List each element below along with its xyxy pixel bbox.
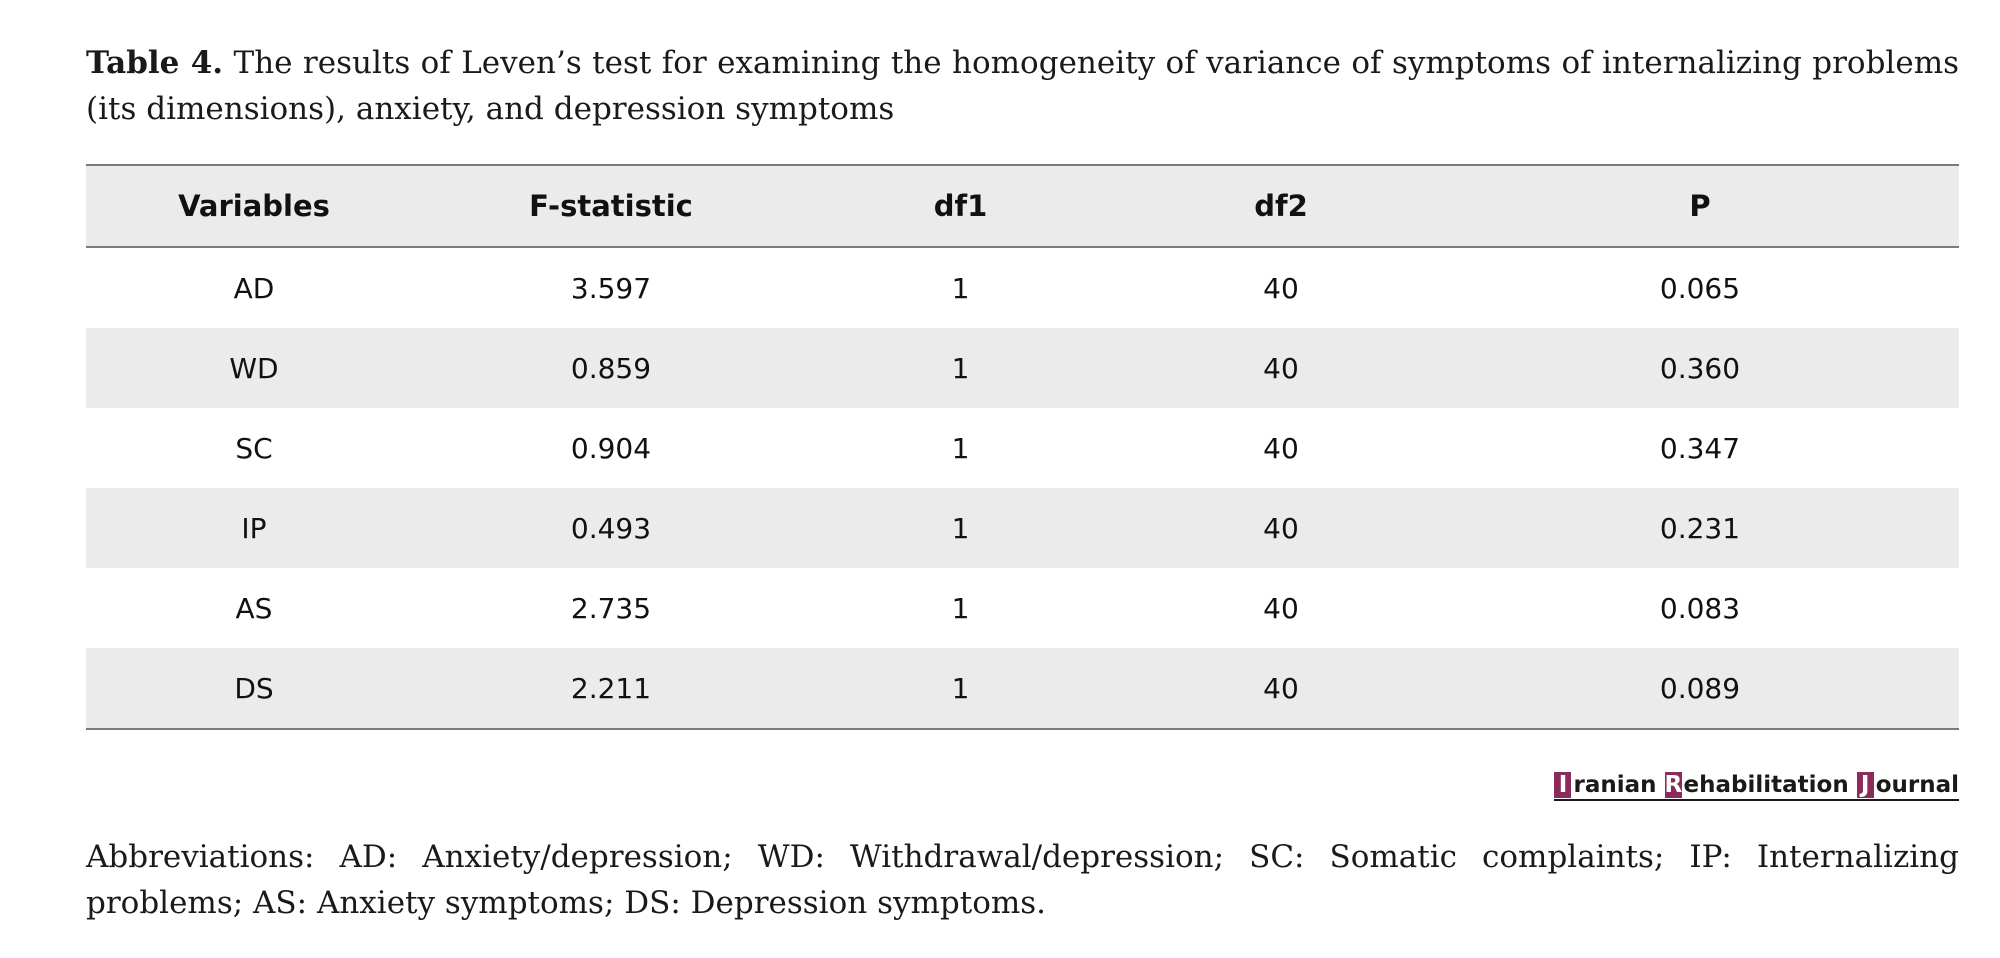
cell-variable: SC — [235, 431, 273, 465]
cell-p: 0.360 — [1659, 351, 1741, 385]
cell-variable: IP — [241, 511, 267, 545]
header-f-statistic: F-statistic — [529, 189, 693, 223]
table-row: IP 0.493 1 40 0.231 — [86, 488, 1959, 568]
table-body: AD 3.597 1 40 0.065 WD 0.859 1 40 0.360 SC 0.904 1 40… — [86, 248, 1959, 728]
results-table: Variables F-statistic df1 df2 P AD 3.597 1… — [86, 164, 1959, 730]
cell-df2: 40 — [1263, 511, 1299, 545]
cell-df1: 1 — [951, 271, 970, 305]
abbreviations-footnote: Abbreviations: AD: Anxiety/depression; W… — [86, 839, 1959, 921]
cell-f-statistic: 2.211 — [570, 671, 652, 705]
cell-df1: 1 — [951, 511, 970, 545]
cell-p: 0.089 — [1659, 671, 1741, 705]
header-variables: Variables — [178, 189, 330, 223]
cell-f-statistic: 3.597 — [570, 271, 652, 305]
caption-label: Table 4. — [86, 45, 224, 81]
table-caption: Table 4. The results of Leven’s test for… — [86, 40, 1959, 132]
cell-df1: 1 — [951, 591, 970, 625]
table-row: DS 2.211 1 40 0.089 — [86, 648, 1959, 728]
cell-df1: 1 — [951, 351, 970, 385]
header-rule — [86, 246, 1959, 248]
table-row: AD 3.597 1 40 0.065 — [86, 248, 1959, 328]
header-df1: df1 — [933, 189, 988, 223]
cell-p: 0.083 — [1659, 591, 1741, 625]
cell-p: 0.231 — [1659, 511, 1741, 545]
table-row: SC 0.904 1 40 0.347 — [86, 408, 1959, 488]
table-row: WD 0.859 1 40 0.360 — [86, 328, 1959, 408]
cell-variable: WD — [229, 351, 279, 385]
cell-df1: 1 — [951, 671, 970, 705]
table-row: AS 2.735 1 40 0.083 — [86, 568, 1959, 648]
top-rule — [86, 164, 1959, 166]
cell-f-statistic: 0.904 — [570, 431, 652, 465]
cell-df2: 40 — [1263, 671, 1299, 705]
cell-f-statistic: 0.859 — [570, 351, 652, 385]
cell-df2: 40 — [1263, 271, 1299, 305]
cell-variable: DS — [234, 671, 274, 705]
header-p: P — [1689, 189, 1711, 223]
table-header-row: Variables F-statistic df1 df2 P — [86, 166, 1959, 246]
cell-f-statistic: 0.493 — [570, 511, 652, 545]
caption-text: The results of Leven’s test for examinin… — [86, 45, 1959, 127]
cell-p: 0.065 — [1659, 271, 1741, 305]
header-df2: df2 — [1254, 189, 1308, 223]
cell-f-statistic: 2.735 — [570, 591, 652, 625]
cell-df2: 40 — [1263, 591, 1299, 625]
cell-variable: AD — [233, 271, 275, 305]
cell-df2: 40 — [1263, 431, 1299, 465]
cell-df2: 40 — [1263, 351, 1299, 385]
cell-p: 0.347 — [1659, 431, 1741, 465]
cell-df1: 1 — [951, 431, 970, 465]
bottom-rule — [86, 728, 1959, 730]
cell-variable: AS — [235, 591, 273, 625]
